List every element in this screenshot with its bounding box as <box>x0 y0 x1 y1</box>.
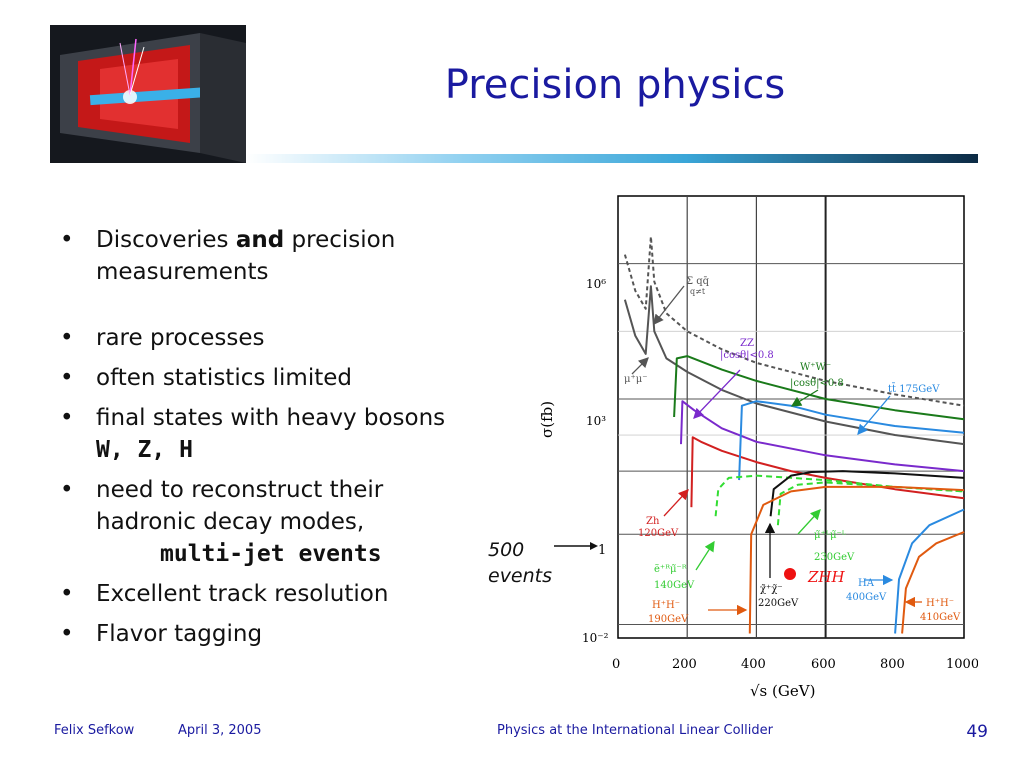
label-qq-sub: q≠t <box>690 287 706 296</box>
x-tick-400: 400 <box>741 657 766 672</box>
curve-chi <box>769 470 965 517</box>
curve-emu <box>714 474 965 517</box>
label-hh-mass: 190GeV <box>648 614 689 625</box>
curve-ww <box>673 355 965 421</box>
x-tick-labels: 0 200 400 600 800 1000 <box>612 657 978 672</box>
x-tick-600: 600 <box>811 657 836 672</box>
label-zhh: ZHH <box>807 568 846 586</box>
y-tick-labels: 10⁻² 1 10³ 10⁶ <box>582 277 609 645</box>
detector-image <box>50 25 246 163</box>
label-mu: μ̃⁺ᴸμ̃⁻ᴸ <box>814 530 847 541</box>
curve-zz <box>680 400 965 473</box>
label-hh2: H⁺H⁻ <box>926 598 954 609</box>
cross-section-chart: 0 200 400 600 800 1000 10⁻² 1 10³ 10⁶ √s… <box>538 195 978 700</box>
label-qq: Σ qq̄ <box>686 276 710 287</box>
x-tick-200: 200 <box>672 657 697 672</box>
x-tick-1000: 1000 <box>946 657 978 672</box>
curve-hh2 <box>901 531 965 634</box>
arrow-emu <box>695 540 715 571</box>
x-axis-label: √s (GeV) <box>750 682 815 700</box>
arrow-mumu <box>631 357 649 375</box>
label-mu-mass: 230GeV <box>814 552 855 563</box>
label-ww: W⁺W⁻ <box>800 362 831 373</box>
slide-title: Precision physics <box>444 62 786 108</box>
label-mumu: μ⁺μ⁻ <box>624 374 648 385</box>
label-ha-mass: 400GeV <box>846 592 887 603</box>
bullet-list: Discoveries and precision measurements r… <box>60 224 460 658</box>
footer-date: April 3, 2005 <box>178 723 262 738</box>
label-chi-mass: 220GeV <box>758 598 799 609</box>
label-hh2-mass: 410GeV <box>920 612 961 623</box>
y-tick-1: 1 <box>598 543 606 558</box>
events-count: 500 <box>488 539 525 561</box>
arrow-mu <box>797 509 821 535</box>
label-zz: ZZ <box>740 338 754 349</box>
label-zz-cut: |cosθ|<0.8 <box>720 350 774 361</box>
label-zh-mass: 120GeV <box>638 528 679 539</box>
page-number: 49 <box>966 722 988 742</box>
title-rule <box>246 154 978 163</box>
arrow-tt <box>857 395 891 435</box>
bullet-flavor: Flavor tagging <box>60 618 460 650</box>
events-arrow <box>554 542 598 550</box>
events-label: 500 events <box>488 537 552 589</box>
label-emu-mass: 140GeV <box>654 580 695 591</box>
footer-talk: Physics at the International Linear Coll… <box>497 723 773 738</box>
label-ww-cut: |cosθ|<0.8 <box>790 378 844 389</box>
label-zh: Zh <box>646 516 660 527</box>
x-tick-0: 0 <box>612 657 620 672</box>
bullet-track: Excellent track resolution <box>60 578 460 610</box>
footer-author: Felix Sefkow <box>54 723 135 738</box>
bullet-statistics: often statistics limited <box>60 362 460 394</box>
label-hh: H⁺H⁻ <box>652 600 680 611</box>
bullet-hadronic: need to reconstruct their hadronic decay… <box>60 474 460 570</box>
label-tt: tt̄ 175GeV <box>888 383 940 395</box>
events-word: events <box>488 565 553 587</box>
arrow-qq <box>653 285 685 326</box>
bullet-rare: rare processes <box>60 322 460 354</box>
x-tick-800: 800 <box>880 657 905 672</box>
plot-frame <box>617 195 965 639</box>
y-axis-label: σ(fb) <box>538 401 556 438</box>
arrow-zh <box>663 489 689 517</box>
curve-ha <box>894 508 965 634</box>
curve-mu <box>776 481 965 526</box>
y-tick-1e-2: 10⁻² <box>582 631 609 645</box>
bullet-discoveries: Discoveries and precision measurements <box>60 224 460 288</box>
arrow-ww <box>790 389 819 407</box>
bullet-heavy-bosons: final states with heavy bosons W, Z, H <box>60 402 460 466</box>
label-ha: HA <box>858 578 875 589</box>
y-tick-1e6: 10⁶ <box>586 277 606 291</box>
label-emu: ẽ⁺ᴿμ̃⁻ᴿ <box>654 564 687 575</box>
curve-hh <box>748 485 965 634</box>
label-chi: χ̃⁺χ̃⁻ <box>760 584 783 595</box>
zhh-dot <box>784 568 796 580</box>
y-tick-1e3: 10³ <box>586 414 606 428</box>
arrow-zz <box>693 369 741 419</box>
